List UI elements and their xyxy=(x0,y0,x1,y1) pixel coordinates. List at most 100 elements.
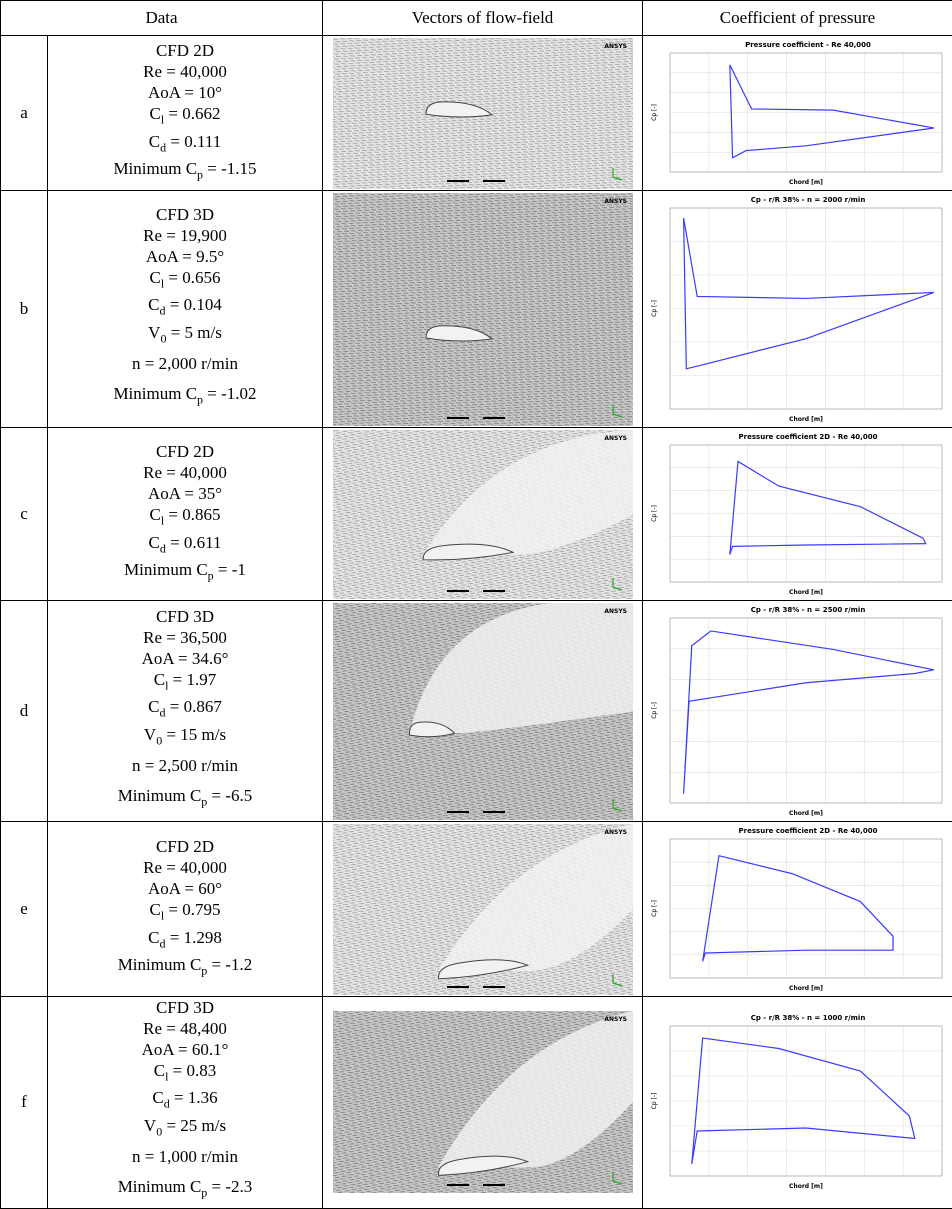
flow-vectors xyxy=(333,193,633,426)
data-line: CFD 3D xyxy=(48,204,322,225)
line-text: V xyxy=(144,1116,156,1135)
line-text: C xyxy=(148,697,159,716)
line-text: = -2.3 xyxy=(207,1177,252,1196)
line-text: C xyxy=(148,928,159,947)
flow-logo: ANSYS xyxy=(604,608,627,615)
data-line: V0 = 5 m/s xyxy=(48,322,322,349)
row-label: d xyxy=(1,601,48,822)
line-text: = 0.662 xyxy=(164,104,220,123)
cp-plot: Cp - r/R 38% - n = 2000 r/min Chord [m] Cp… xyxy=(648,194,948,425)
flow-cell: ANSYS xyxy=(323,191,643,428)
data-line: Cl = 0.662 xyxy=(48,103,322,130)
line-text: = 1.298 xyxy=(166,928,222,947)
data-line: Re = 40,000 xyxy=(48,857,322,878)
data-line: Cd = 0.104 xyxy=(48,294,322,321)
line-text: = 0.83 xyxy=(168,1061,216,1080)
data-line: Cd = 1.36 xyxy=(48,1087,322,1114)
plot-xlabel: Chord [m] xyxy=(789,985,823,992)
header-cell: Data xyxy=(1,1,323,36)
plot-ylabel: Cp [-] xyxy=(651,900,658,917)
line-text: C xyxy=(149,104,160,123)
header-cell: Coefficient of pressure xyxy=(643,1,952,36)
data-line: n = 1,000 r/min xyxy=(48,1142,322,1172)
plot-title: Pressure coefficient 2D - Re 40,000 xyxy=(738,433,877,441)
cp-cell: Pressure coefficient 2D - Re 40,000 Chord… xyxy=(643,822,952,997)
line-text: Minimum C xyxy=(118,786,202,805)
line-text: = -1 xyxy=(214,560,246,579)
data-line: CFD 2D xyxy=(48,40,322,61)
line-text: C xyxy=(149,900,160,919)
data-line: Cl = 0.795 xyxy=(48,899,322,926)
line-text: Minimum C xyxy=(113,159,197,178)
flow-logo: ANSYS xyxy=(604,43,627,50)
line-text: C xyxy=(154,1061,165,1080)
plot-xlabel: Chord [m] xyxy=(789,416,823,423)
line-text: C xyxy=(154,670,165,689)
header-row: Data Vectors of flow-field Coefficient o… xyxy=(1,1,952,36)
cp-plot: Pressure coefficient 2D - Re 40,000Chord… xyxy=(648,431,948,598)
plot-title: Cp - r/R 38% - n = 1000 r/min xyxy=(750,1014,865,1022)
line-text: Minimum C xyxy=(124,560,208,579)
data-line: n = 2,000 r/min xyxy=(48,349,322,379)
line-text: = 25 m/s xyxy=(162,1116,226,1135)
plot-xlabel: Chord [m] xyxy=(789,1183,823,1190)
plot-title: Pressure coefficient 2D - Re 40,000 xyxy=(738,827,877,835)
plot-ylabel: Cp [-] xyxy=(651,104,658,121)
plot-title: Cp - r/R 38% - n = 2000 r/min xyxy=(750,196,865,204)
line-text: = -1.15 xyxy=(203,159,257,178)
line-text: C xyxy=(149,132,160,151)
line-text: C xyxy=(148,295,159,314)
flow-logo: ANSYS xyxy=(604,435,627,442)
line-text: C xyxy=(149,505,160,524)
plot-xlabel: Chord [m] xyxy=(789,810,823,817)
flow-image: ANSYS xyxy=(333,193,633,426)
plot-ylabel: Cp [-] xyxy=(651,300,658,317)
flow-cell: ANSYS xyxy=(323,997,643,1209)
data-line: CFD 3D xyxy=(48,606,322,627)
flow-image: ANSYS xyxy=(333,430,633,599)
data-line: Minimum Cp = -1.2 xyxy=(48,954,322,981)
line-text: = 0.656 xyxy=(164,268,220,287)
row-label: c xyxy=(1,428,48,601)
line-text: = 0.104 xyxy=(166,295,222,314)
data-line: Cl = 1.97 xyxy=(48,669,322,696)
data-line: Cd = 0.867 xyxy=(48,696,322,723)
line-text: = 1.36 xyxy=(170,1088,218,1107)
flow-image: ANSYS xyxy=(333,38,633,189)
flow-cell: ANSYS xyxy=(323,428,643,601)
row-label: f xyxy=(1,997,48,1209)
data-line: Minimum Cp = -1 xyxy=(48,559,322,586)
data-line: AoA = 60.1° xyxy=(48,1039,322,1060)
data-line: Cl = 0.656 xyxy=(48,267,322,294)
data-line: Minimum Cp = -1.15 xyxy=(48,158,322,185)
plot-title: Cp - r/R 38% - n = 2500 r/min xyxy=(750,606,865,614)
data-line: AoA = 34.6° xyxy=(48,648,322,669)
page: Data Vectors of flow-field Coefficient o… xyxy=(0,0,952,1182)
data-line: Re = 36,500 xyxy=(48,627,322,648)
flow-image: ANSYS xyxy=(333,1011,633,1193)
line-text: Minimum C xyxy=(113,384,197,403)
header-cell: Vectors of flow-field xyxy=(323,1,643,36)
data-line: Re = 40,000 xyxy=(48,61,322,82)
data-line: Minimum Cp = -1.02 xyxy=(48,379,322,414)
plot-xlabel: Chord [m] xyxy=(789,179,823,186)
data-line: n = 2,500 r/min xyxy=(48,751,322,781)
data-line: CFD 3D xyxy=(48,997,322,1018)
line-text: = 0.865 xyxy=(164,505,220,524)
